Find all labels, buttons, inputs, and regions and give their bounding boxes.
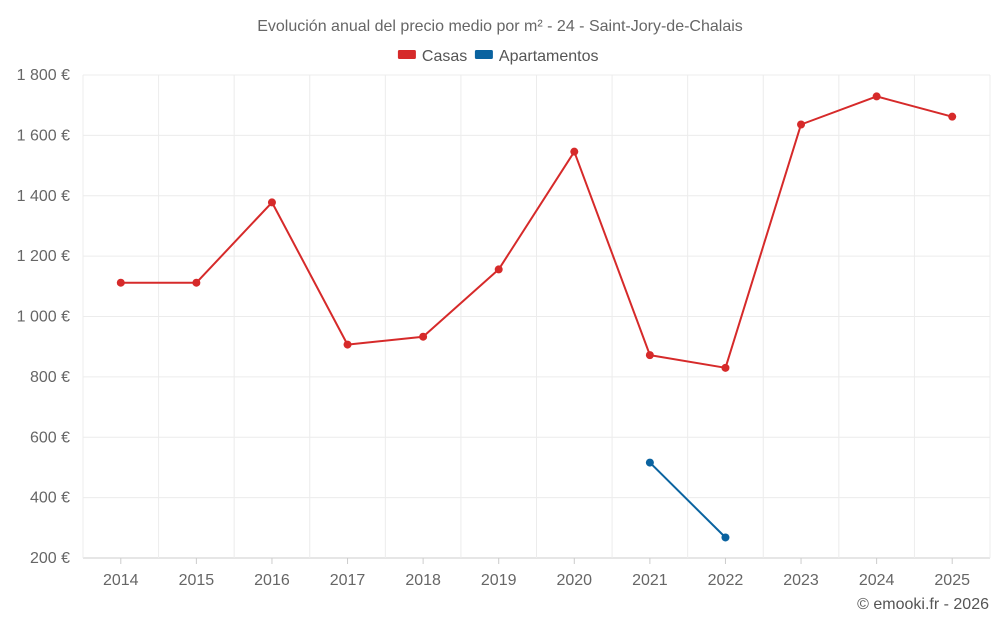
x-tick-label: 2018	[405, 572, 441, 589]
credit-text: © emooki.fr - 2026	[857, 596, 989, 613]
x-tick-label: 2015	[179, 572, 215, 589]
legend: Casas Apartamentos	[397, 48, 599, 65]
x-tick-label: 2016	[254, 572, 290, 589]
data-point-apartamentos	[721, 533, 730, 542]
y-tick-label: 200 €	[30, 550, 70, 567]
series-line-apartamentos	[649, 461, 727, 539]
y-axis: 200 € 400 € 600 € 800 € 1 000 € 1 200 € 1 400 …	[17, 67, 70, 567]
chart-title: Evolución anual del precio medio por m² …	[257, 18, 743, 35]
legend-swatch-apartamentos	[474, 50, 493, 59]
data-point-casas	[343, 340, 352, 349]
x-tick-label: 2023	[783, 572, 819, 589]
data-point-casas	[948, 112, 957, 121]
data-point-casas	[116, 278, 125, 287]
y-tick-label: 1 800 €	[17, 67, 70, 84]
x-tick-label: 2025	[934, 572, 970, 589]
legend-swatch-casas	[397, 50, 416, 59]
data-point-casas	[721, 363, 730, 372]
series-layer	[116, 92, 957, 542]
x-tick-label: 2017	[330, 572, 366, 589]
y-tick-label: 400 €	[30, 490, 70, 507]
data-point-apartamentos	[645, 458, 654, 467]
data-point-casas	[419, 332, 428, 341]
data-point-casas	[645, 351, 654, 360]
y-tick-label: 1 200 €	[17, 248, 70, 265]
x-axis: 2014 2015 2016 2017 2018 2019 2020 2021 2022 2023…	[103, 558, 970, 589]
data-point-casas	[570, 147, 579, 156]
data-point-casas	[192, 278, 201, 287]
data-point-casas	[797, 120, 806, 129]
data-point-casas	[267, 198, 276, 207]
grid	[82, 74, 991, 559]
series-line-casas	[120, 95, 953, 369]
y-tick-label: 1 600 €	[17, 127, 70, 144]
legend-label-casas: Casas	[422, 48, 467, 65]
x-tick-label: 2021	[632, 572, 668, 589]
y-tick-label: 600 €	[30, 429, 70, 446]
x-tick-label: 2019	[481, 572, 517, 589]
data-point-casas	[872, 92, 881, 101]
x-tick-label: 2020	[556, 572, 592, 589]
y-tick-label: 800 €	[30, 369, 70, 386]
x-tick-label: 2022	[708, 572, 744, 589]
legend-label-apartamentos: Apartamentos	[499, 48, 599, 65]
x-tick-label: 2014	[103, 572, 139, 589]
legend-item-apartamentos: Apartamentos	[474, 48, 599, 65]
y-tick-label: 1 000 €	[17, 309, 70, 326]
y-tick-label: 1 400 €	[17, 188, 70, 205]
legend-item-casas: Casas	[397, 48, 467, 65]
data-point-casas	[494, 265, 503, 274]
x-tick-label: 2024	[859, 572, 895, 589]
